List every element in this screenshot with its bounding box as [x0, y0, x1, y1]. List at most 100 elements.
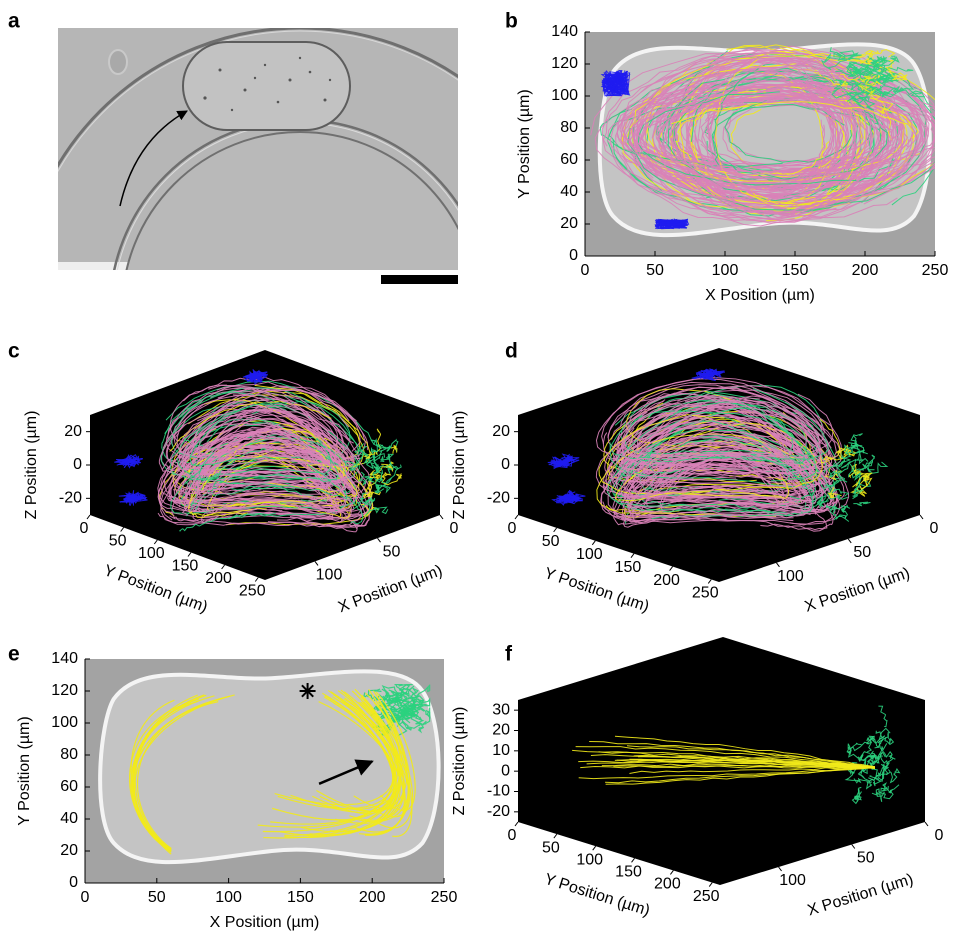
track: [629, 766, 876, 774]
track: [357, 443, 369, 457]
track: [635, 470, 765, 478]
x-axis-label: X Position (µm): [803, 565, 912, 616]
track: [415, 715, 425, 734]
track: [863, 49, 896, 58]
track: [232, 394, 355, 467]
panel-letter: c: [8, 340, 20, 363]
y-tick-label: 20: [60, 842, 78, 859]
x-tick: [847, 538, 852, 544]
track: [603, 421, 703, 492]
y-tick: [631, 858, 635, 863]
track: [632, 423, 799, 493]
track: [258, 455, 339, 482]
track: [357, 471, 370, 487]
track: [633, 754, 876, 769]
track: [604, 439, 738, 484]
track: [678, 472, 790, 499]
annotation: [299, 683, 374, 785]
z-axis-label: Z Position (µm): [451, 707, 468, 816]
track: [383, 454, 402, 470]
track: [711, 104, 845, 182]
x-tick-label: 100: [777, 568, 804, 585]
track: [859, 49, 874, 65]
track: [656, 456, 803, 504]
track: [614, 735, 876, 769]
track: [274, 694, 395, 806]
track: [858, 90, 874, 102]
track: [628, 430, 793, 499]
track: [889, 767, 901, 784]
track: [354, 445, 368, 460]
track: [879, 68, 896, 84]
x-tick-label: 0: [930, 520, 939, 537]
y-tick-label: 200: [205, 570, 232, 587]
track: [372, 471, 385, 484]
x-tick-label: 100: [779, 872, 806, 889]
y-tick-label: 80: [560, 119, 578, 136]
track: [606, 70, 627, 91]
track: [869, 753, 880, 767]
track: [370, 444, 388, 454]
track: [835, 444, 850, 455]
track: [869, 773, 885, 781]
y-tick-label: 250: [693, 888, 720, 905]
y-tick-label: 150: [615, 559, 642, 576]
track: [189, 402, 288, 467]
track: [189, 404, 355, 481]
track: [370, 438, 384, 448]
y-tick-label: 50: [542, 839, 560, 856]
y-tick: [187, 552, 192, 557]
track: [737, 50, 862, 222]
track: [863, 472, 874, 487]
track: [200, 506, 307, 522]
track: [881, 784, 900, 794]
track: [722, 102, 847, 173]
track: [262, 696, 395, 833]
z-tick-label: 0: [501, 456, 510, 473]
track: [838, 50, 862, 61]
track: [623, 405, 821, 475]
z-axis-label: Z Position (µm): [23, 411, 40, 520]
x-axis-label: X Position (µm): [705, 287, 815, 304]
track: [625, 503, 770, 510]
track: [353, 492, 367, 510]
track: [329, 697, 401, 832]
track: [629, 758, 875, 768]
track: [628, 462, 683, 516]
track: [667, 67, 879, 193]
track: [172, 489, 351, 502]
y-axis-label: Y Position (µm): [16, 716, 33, 825]
track: [615, 106, 810, 227]
track: [659, 96, 858, 173]
track: [858, 85, 881, 101]
y-tick: [86, 514, 91, 520]
x-tick: [919, 514, 924, 520]
y-tick: [591, 540, 596, 546]
track: [846, 62, 863, 82]
track: [827, 487, 842, 499]
track: [864, 460, 875, 472]
track: [578, 766, 876, 780]
track: [660, 219, 688, 230]
track: [740, 56, 880, 213]
track: [816, 496, 829, 509]
track: [363, 490, 382, 499]
track: [123, 455, 137, 469]
track: [868, 735, 875, 742]
track: [693, 52, 812, 107]
track: [760, 499, 834, 531]
y-tick: [592, 845, 597, 851]
track: [848, 435, 863, 447]
track: [620, 512, 811, 522]
track: [363, 688, 382, 698]
track: [629, 446, 794, 513]
track: [647, 392, 799, 444]
track: [366, 455, 379, 472]
track: [769, 105, 935, 181]
track: [398, 702, 409, 727]
y-tick: [254, 577, 259, 582]
track: [381, 684, 403, 700]
y-tick-label: 100: [138, 545, 165, 562]
z-tick-label: -10: [487, 783, 510, 800]
track: [853, 788, 862, 800]
